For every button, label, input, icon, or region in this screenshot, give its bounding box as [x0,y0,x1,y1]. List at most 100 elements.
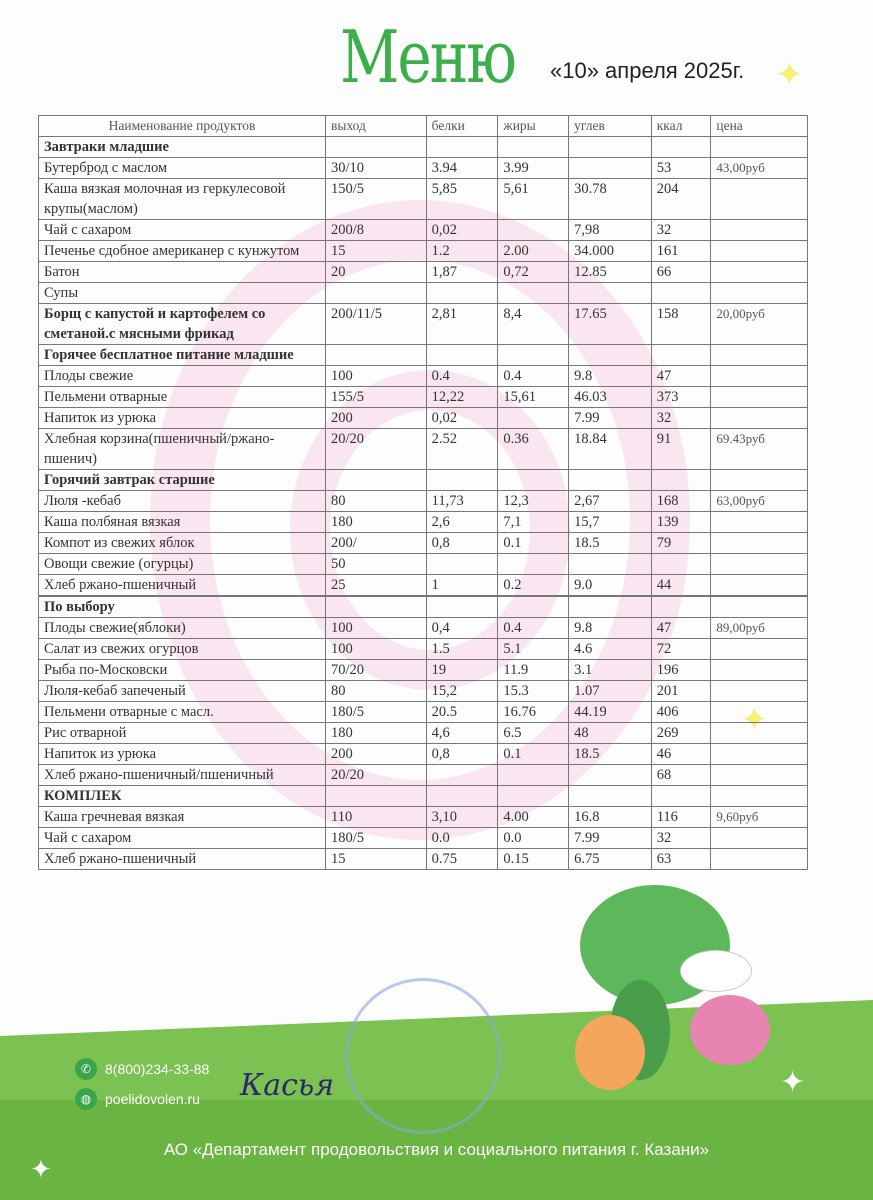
column-header: углев [568,115,652,137]
yield-cell [325,136,427,158]
kcal-cell: 47 [650,617,712,639]
product-name-cell: Люля -кебаб [38,490,326,512]
table-row: Каша вязкая молочная из геркулесовой кру… [38,178,808,220]
yield-cell: 150/5 [325,178,427,220]
protein-cell: 0,8 [425,532,499,554]
kcal-cell: 161 [650,240,712,262]
price-cell [710,261,808,283]
carbs-cell: 18.5 [568,743,652,765]
product-name-cell: По выбору [38,596,326,618]
price-cell [710,827,808,849]
kcal-cell: 44 [650,574,712,596]
product-name-cell: Пельмени отварные [38,386,326,408]
price-cell [710,701,808,723]
kcal-cell: 139 [650,511,712,533]
fat-cell [497,553,570,575]
carbs-cell: 7.99 [568,827,652,849]
beet-mascot [690,995,770,1065]
price-cell [710,659,808,681]
column-header: ккал [650,115,712,137]
price-cell [710,722,808,744]
fat-cell [497,469,570,491]
fat-cell: 0.15 [497,848,570,870]
fat-cell: 7,1 [497,511,570,533]
yield-cell: 200/ [325,532,427,554]
fat-cell: 16.76 [497,701,570,723]
product-name-cell: Каша полбяная вязкая [38,511,326,533]
phone-icon: ✆ [75,1058,97,1080]
carbs-cell: 3.1 [568,659,652,681]
carbs-cell: 4.6 [568,638,652,660]
protein-cell: 1,87 [425,261,499,283]
sparkle-icon: ✦ [775,57,804,94]
table-row: Печенье сдобное американер с кунжутом 15 1… [38,240,808,262]
price-cell: 89,00руб [710,617,808,639]
table-row: Плоды свежие(яблоки) 100 0,4 0.4 9.8 47 89,00р… [38,617,808,639]
protein-cell: 0.75 [425,848,499,870]
onion-mascot [575,1015,645,1090]
price-cell [710,848,808,870]
price-cell [710,532,808,554]
price-cell [710,344,808,366]
fat-cell: 0.4 [497,365,570,387]
carbs-cell: 44.19 [568,701,652,723]
fat-cell [497,136,570,158]
protein-cell [425,596,499,618]
carbs-cell [568,469,652,491]
table-row: Люля -кебаб 80 11,73 12,3 2,67 168 63,00руб [38,490,808,512]
price-cell [710,469,808,491]
fat-cell [497,764,570,786]
product-name-cell: Борщ с капустой и картофелем со сметаной… [38,303,326,345]
product-name-cell: Люля-кебаб запеченый [38,680,326,702]
fat-cell: 0.0 [497,827,570,849]
protein-cell [425,764,499,786]
kcal-cell: 406 [650,701,712,723]
section-row: По выбору [38,596,808,618]
fat-cell: 5,61 [497,178,570,220]
yield-cell: 20/20 [325,428,427,470]
table-row: Батон 20 1,87 0,72 12.85 66 [38,261,808,283]
product-name-cell: Хлеб ржано-пшеничный [38,848,326,870]
product-name-cell: Каша гречневая вязкая [38,806,326,828]
protein-cell [425,136,499,158]
fat-cell: 5.1 [497,638,570,660]
fat-cell: 0.1 [497,532,570,554]
price-cell [710,365,808,387]
carbs-cell [568,136,652,158]
product-name-cell: Чай с сахаром [38,827,326,849]
fat-cell: 0.1 [497,743,570,765]
carbs-cell: 46.03 [568,386,652,408]
product-name-cell: Горячее бесплатное питание младшие [38,344,326,366]
kcal-cell: 68 [650,764,712,786]
yield-cell: 180 [325,511,427,533]
product-name-cell: Супы [38,282,326,304]
protein-cell: 5,85 [425,178,499,220]
price-cell [710,638,808,660]
product-name-cell: КОМПЛЕК [38,785,326,807]
protein-cell: 2.52 [425,428,499,470]
yield-cell: 20 [325,261,427,283]
product-name-cell: Плоды свежие(яблоки) [38,617,326,639]
sparkle-icon: ✦ [30,1155,52,1184]
carbs-cell: 34.000 [568,240,652,262]
carbs-cell: 6.75 [568,848,652,870]
website-link[interactable]: poelidovolen.ru [105,1091,200,1107]
fat-cell [497,596,570,618]
fat-cell: 8,4 [497,303,570,345]
yield-cell: 70/20 [325,659,427,681]
protein-cell: 2,6 [425,511,499,533]
price-cell: 63,00руб [710,490,808,512]
protein-cell [425,469,499,491]
kcal-cell: 32 [650,827,712,849]
protein-cell: 19 [425,659,499,681]
section-row: Завтраки младшие [38,136,808,158]
protein-cell: 0,8 [425,743,499,765]
kcal-cell: 204 [650,178,712,220]
section-row: Борщ с капустой и картофелем со сметаной… [38,303,808,345]
kcal-cell: 72 [650,638,712,660]
table-row: Чай с сахаром 200/8 0,02 7,98 32 [38,219,808,241]
protein-cell: 20.5 [425,701,499,723]
yield-cell: 80 [325,490,427,512]
product-name-cell: Бутерброд с маслом [38,157,326,179]
protein-cell: 1.5 [425,638,499,660]
